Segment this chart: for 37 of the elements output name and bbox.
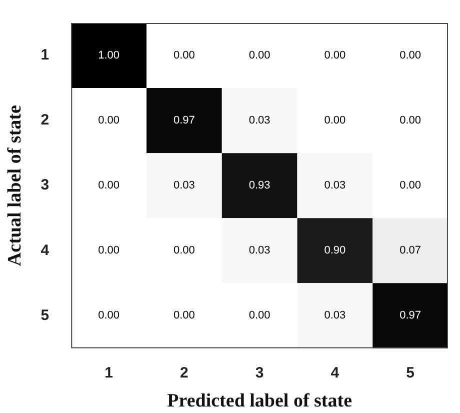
x-tick-label: 4 [330, 364, 340, 382]
data-label: 0.00 [98, 244, 120, 257]
data-label: 0.00 [400, 114, 422, 127]
data-label: 1.00 [98, 50, 120, 62]
data-label: 0.00 [173, 50, 195, 62]
data-label: 0.00 [400, 180, 422, 192]
y-tick-label: 2 [40, 112, 50, 129]
data-label: 0.00 [324, 114, 346, 127]
data-label: 0.93 [248, 180, 270, 192]
data-label: 0.03 [248, 244, 270, 257]
data-label: 0.00 [324, 50, 346, 62]
y-axis-title: Actual label of state [4, 105, 26, 266]
x-axis-title: Predicted label of state [167, 390, 352, 412]
y-tick-label: 3 [40, 176, 50, 194]
data-label: 0.00 [248, 310, 270, 322]
y-tick-label: 4 [40, 242, 50, 259]
data-label: 0.00 [173, 244, 195, 257]
data-label: 0.97 [173, 114, 195, 127]
data-label: 0.00 [173, 310, 195, 322]
data-label: 0.90 [324, 244, 346, 257]
data-label: 0.03 [173, 180, 195, 192]
data-label: 0.03 [324, 310, 346, 322]
y-tick-label: 1 [40, 46, 50, 64]
x-tick-label: 3 [255, 364, 264, 382]
x-tick-label: 5 [406, 364, 414, 382]
x-tick-label: 1 [104, 364, 113, 382]
data-label: 0.03 [248, 114, 270, 127]
data-label: 0.00 [98, 310, 120, 322]
data-label: 0.00 [98, 114, 120, 127]
data-label: 0.03 [324, 180, 346, 192]
data-label: 0.97 [400, 310, 422, 322]
data-label: 0.00 [248, 50, 270, 62]
x-tick-label: 2 [180, 364, 188, 382]
data-label: 0.00 [98, 180, 120, 192]
data-label: 0.07 [400, 244, 422, 257]
data-label: 0.00 [400, 50, 422, 62]
y-tick-label: 5 [40, 306, 50, 324]
